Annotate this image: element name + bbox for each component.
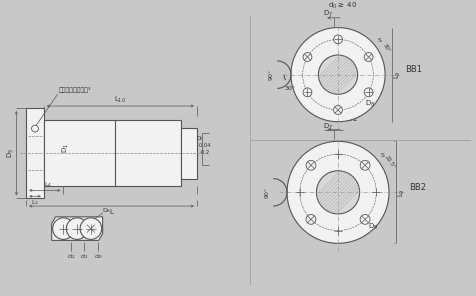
Circle shape bbox=[31, 125, 39, 132]
Circle shape bbox=[334, 35, 342, 44]
Text: S: S bbox=[378, 38, 382, 43]
Text: S: S bbox=[381, 153, 385, 158]
Text: L$_{10}$: L$_{10}$ bbox=[114, 95, 126, 105]
Text: L$_3$: L$_3$ bbox=[31, 198, 39, 207]
Circle shape bbox=[306, 215, 316, 224]
Text: 90°: 90° bbox=[269, 69, 274, 80]
Text: L$_9$: L$_9$ bbox=[397, 188, 407, 197]
Text: L$_9$: L$_9$ bbox=[393, 70, 403, 79]
Text: D$_1$: D$_1$ bbox=[60, 143, 70, 153]
Text: d$_2$: d$_2$ bbox=[67, 252, 76, 260]
Text: 30°: 30° bbox=[285, 86, 296, 91]
Circle shape bbox=[334, 106, 342, 114]
Circle shape bbox=[303, 53, 312, 61]
Text: 法兰中间的活塑孧³: 法兰中间的活塑孧³ bbox=[59, 87, 91, 93]
Bar bbox=[181, 128, 197, 178]
Text: d$_0$$\leq$ 32: d$_0$$\leq$ 32 bbox=[328, 115, 357, 125]
Circle shape bbox=[291, 28, 385, 122]
Circle shape bbox=[317, 171, 359, 214]
Text: D$_7$: D$_7$ bbox=[323, 122, 333, 132]
Circle shape bbox=[364, 53, 373, 61]
Circle shape bbox=[80, 218, 102, 239]
Text: -0.2: -0.2 bbox=[199, 149, 210, 155]
Text: D₀: D₀ bbox=[197, 136, 203, 141]
Circle shape bbox=[306, 160, 316, 170]
Text: 30°: 30° bbox=[382, 43, 392, 54]
Text: 22.5°: 22.5° bbox=[384, 155, 396, 170]
Text: D$_7$: D$_7$ bbox=[323, 9, 333, 19]
Circle shape bbox=[303, 88, 312, 97]
Circle shape bbox=[364, 88, 373, 97]
Circle shape bbox=[287, 141, 389, 243]
Circle shape bbox=[53, 218, 74, 239]
Bar bbox=[44, 120, 181, 186]
Text: D$_9$: D$_9$ bbox=[367, 222, 378, 232]
Text: L: L bbox=[109, 209, 113, 215]
Circle shape bbox=[360, 160, 370, 170]
Text: L$_4$: L$_4$ bbox=[44, 180, 52, 189]
Text: BB1: BB1 bbox=[405, 65, 422, 74]
Text: d$_1$: d$_1$ bbox=[80, 252, 88, 260]
Text: D$_6$: D$_6$ bbox=[102, 207, 111, 215]
Bar bbox=[26, 108, 44, 198]
Text: 90°: 90° bbox=[265, 187, 270, 198]
Circle shape bbox=[360, 215, 370, 224]
Text: d$_0$$\geq$ 40: d$_0$$\geq$ 40 bbox=[328, 1, 357, 11]
Text: -0.04: -0.04 bbox=[198, 143, 211, 148]
Text: D$_8$: D$_8$ bbox=[366, 99, 376, 109]
Circle shape bbox=[318, 55, 357, 94]
Text: d$_0$: d$_0$ bbox=[94, 252, 102, 260]
Text: BB2: BB2 bbox=[408, 183, 426, 192]
Text: D$_5$: D$_5$ bbox=[5, 148, 16, 158]
Circle shape bbox=[66, 218, 88, 239]
Polygon shape bbox=[52, 217, 103, 240]
